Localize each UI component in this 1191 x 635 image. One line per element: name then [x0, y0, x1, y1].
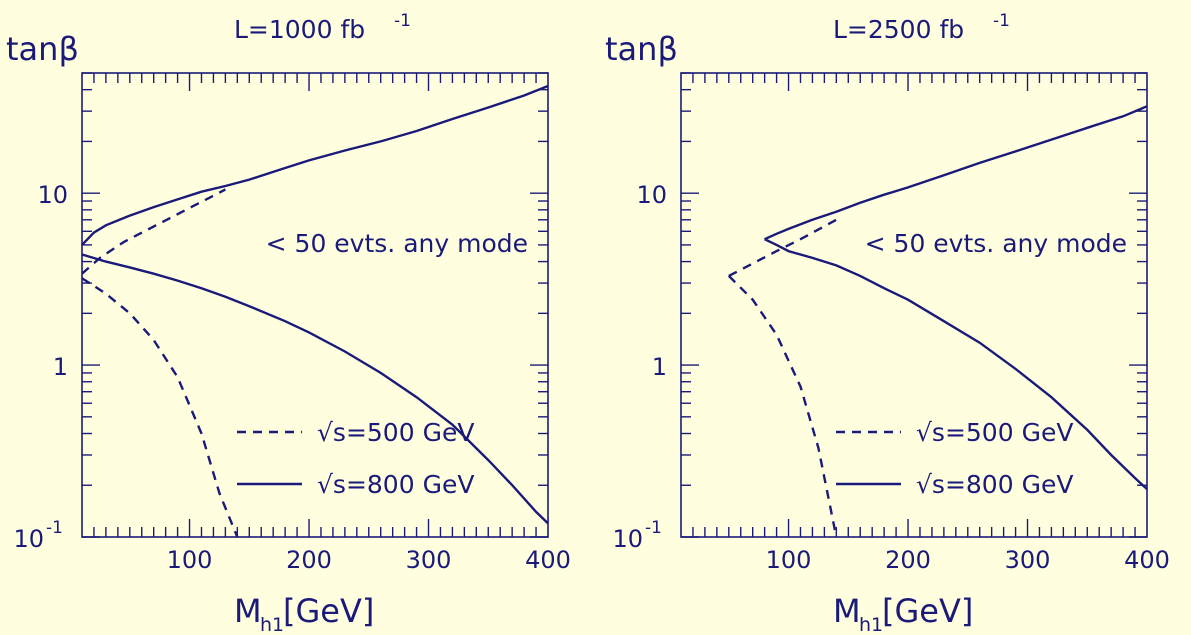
- annotation: < 50 evts. any mode: [865, 229, 1127, 258]
- chart-title: L=1000 fb: [234, 15, 365, 44]
- x-tick-label: 200: [885, 546, 931, 574]
- annotation: < 50 evts. any mode: [266, 229, 528, 258]
- series-line-solid: [81, 84, 549, 246]
- x-axis-label: M: [234, 592, 262, 630]
- x-axis-label-unit: [GeV]: [882, 592, 973, 630]
- series-line-dashed: [81, 188, 226, 275]
- y-tick-label-exponent: -1: [46, 518, 63, 538]
- y-tick-label: 10: [612, 525, 643, 553]
- legend-label: √s=800 GeV: [317, 470, 474, 499]
- series-line-solid: [764, 238, 1148, 490]
- y-axis-label: tanβ: [605, 30, 678, 68]
- x-tick-label: 300: [1005, 546, 1051, 574]
- series-line-dashed: [727, 275, 838, 538]
- y-tick-label: 1: [652, 353, 667, 381]
- x-tick-label: 200: [286, 546, 332, 574]
- legend-label: √s=500 GeV: [916, 418, 1073, 447]
- chart-title: L=2500 fb: [833, 15, 964, 44]
- x-tick-label: 100: [766, 546, 812, 574]
- legend-label: √s=500 GeV: [317, 418, 474, 447]
- series-line-solid: [764, 105, 1148, 241]
- x-axis-label-subscript: h1: [859, 614, 883, 635]
- x-axis-label: M: [833, 592, 861, 630]
- legend-label: √s=800 GeV: [916, 470, 1073, 499]
- x-tick-label: 400: [525, 546, 571, 574]
- y-tick-label: 1: [53, 353, 68, 381]
- series-line-solid: [81, 253, 549, 525]
- chart-title-exponent: -1: [993, 11, 1010, 31]
- y-tick-label: 10: [13, 525, 44, 553]
- plot-frame: [81, 72, 549, 538]
- y-axis-label: tanβ: [6, 30, 79, 68]
- chart-title-exponent: -1: [394, 11, 411, 31]
- plot-frame: [680, 72, 1148, 538]
- x-axis-label-subscript: h1: [260, 614, 284, 635]
- series-line-dashed: [728, 218, 837, 277]
- x-tick-label: 400: [1124, 546, 1170, 574]
- series-line-dashed: [81, 277, 239, 538]
- x-tick-label: 100: [167, 546, 213, 574]
- y-tick-label: 10: [37, 181, 68, 209]
- y-tick-label: 10: [636, 181, 667, 209]
- y-tick-label-exponent: -1: [645, 518, 662, 538]
- x-tick-label: 300: [406, 546, 452, 574]
- x-axis-label-unit: [GeV]: [283, 592, 374, 630]
